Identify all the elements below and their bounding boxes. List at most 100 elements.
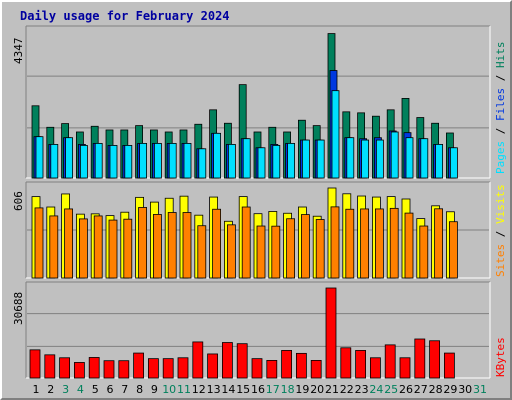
kbytes-bar	[310, 360, 322, 379]
sites-bar	[330, 206, 340, 279]
x-tick-label: 18	[281, 383, 295, 396]
x-tick-label: 15	[236, 383, 250, 396]
kbytes-bar	[207, 353, 219, 379]
sites-bar	[256, 225, 266, 279]
pages-bar	[331, 90, 340, 179]
kbytes-bar	[325, 287, 337, 379]
kbytes-bar	[88, 357, 100, 379]
x-tick-label: 13	[207, 383, 221, 396]
pages-bar	[168, 143, 177, 179]
x-tick-label: 17	[266, 383, 280, 396]
kbytes-bar	[162, 358, 174, 379]
sites-bar	[286, 218, 296, 279]
pages-bar	[301, 139, 310, 179]
x-tick-label: 23	[355, 383, 369, 396]
x-tick-label: 12	[192, 383, 206, 396]
x-tick-label: 19	[295, 383, 309, 396]
sites-bar	[226, 224, 236, 279]
x-tick-label: 20	[310, 383, 324, 396]
pages-bar	[390, 131, 399, 179]
kbytes-bar	[369, 357, 381, 379]
sites-bar	[212, 208, 222, 279]
pages-bar	[80, 145, 88, 179]
pages-bar	[65, 137, 73, 179]
pages-bar	[94, 143, 103, 179]
sites-bar	[360, 208, 370, 279]
sites-bar	[345, 208, 355, 279]
sites-bar	[108, 219, 118, 279]
pages-bar	[257, 147, 266, 179]
kbytes-bar	[118, 360, 130, 379]
x-tick-label: 7	[121, 383, 128, 396]
x-tick-label: 2	[47, 383, 54, 396]
x-tick-label: 16	[251, 383, 265, 396]
pages-bar	[124, 145, 133, 179]
x-tick-label: 10	[162, 383, 176, 396]
kbytes-bar	[414, 338, 426, 379]
x-tick-label: 31	[473, 383, 487, 396]
sites-bar	[138, 207, 148, 279]
sites-bar	[49, 215, 59, 279]
pages-bar	[153, 143, 162, 179]
sites-bar	[271, 225, 281, 279]
sites-bar	[241, 206, 251, 279]
sites-bar	[434, 208, 444, 279]
pages-bar	[435, 144, 444, 179]
pages-bar	[50, 144, 59, 179]
sites-bar	[123, 218, 133, 279]
x-tick-label: 14	[221, 383, 235, 396]
kbytes-bar	[281, 350, 293, 379]
x-tick-label: 28	[429, 383, 443, 396]
sites-bar	[419, 225, 429, 279]
sites-bar	[197, 225, 207, 279]
chart-title: Daily usage for February 2024	[20, 9, 230, 23]
kbytes-bar	[44, 354, 56, 379]
x-tick-label: 6	[107, 383, 114, 396]
kbytes-bar	[340, 347, 352, 379]
x-tick-label: 27	[414, 383, 428, 396]
sites-bar	[182, 212, 192, 279]
sites-bar	[389, 207, 399, 279]
sites-bar	[34, 207, 44, 279]
sites-bar	[300, 214, 310, 279]
pages-bar	[227, 144, 236, 179]
x-tick-label: 4	[77, 383, 84, 396]
kbytes-bar	[266, 360, 278, 379]
kbytes-bar	[399, 357, 411, 379]
pages-bar	[449, 147, 458, 179]
kbytes-bar	[384, 344, 396, 379]
kbytes-bar	[74, 362, 85, 379]
pages-bar	[183, 143, 192, 179]
pages-bar	[272, 145, 281, 179]
kbytes-bar	[221, 342, 233, 379]
x-tick-label: 22	[340, 383, 354, 396]
kbytes-bar	[192, 341, 204, 379]
sites-bar	[152, 214, 162, 279]
x-tick-label: 24	[369, 383, 383, 396]
pages-bar	[198, 148, 207, 179]
pages-bar	[346, 137, 355, 179]
sites-bar	[79, 218, 88, 279]
pages-bar	[420, 138, 429, 179]
x-tick-label: 3	[62, 383, 69, 396]
kbytes-bar	[177, 357, 189, 379]
kbytes-bar	[443, 352, 455, 379]
kbytes-bar	[355, 350, 367, 379]
x-tick-label: 25	[384, 383, 398, 396]
kbytes-bar	[236, 343, 248, 379]
x-tick-label: 8	[136, 383, 143, 396]
kbytes-bar	[59, 357, 70, 379]
pages-bar	[361, 139, 370, 179]
pages-bar	[287, 143, 296, 179]
pages-bar	[35, 136, 44, 179]
sites-bar	[93, 215, 103, 279]
x-tick-label: 1	[33, 383, 40, 396]
pages-bar	[139, 143, 148, 179]
kbytes-bar	[133, 352, 145, 379]
x-tick-label: 11	[177, 383, 191, 396]
sites-bar	[448, 221, 458, 279]
x-tick-label: 9	[151, 383, 158, 396]
x-tick-label: 26	[399, 383, 413, 396]
